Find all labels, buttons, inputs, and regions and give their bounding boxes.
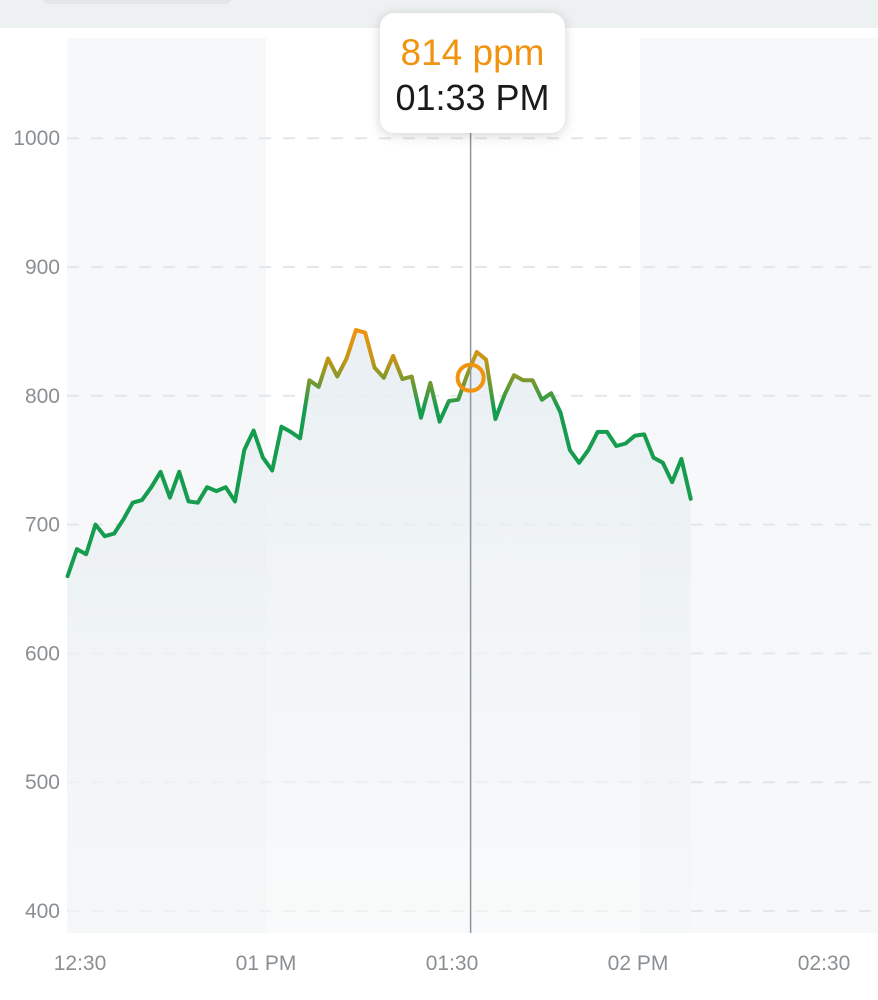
tooltip-time: 01:33 PM — [395, 77, 550, 118]
y-tick-label: 400 — [25, 900, 60, 923]
area-fill — [67, 330, 691, 934]
range-selector-pill[interactable] — [42, 0, 232, 4]
y-tick-label: 800 — [25, 385, 60, 408]
x-tick-label: 01 PM — [236, 952, 297, 975]
tooltip: 814 ppm 01:33 PM — [380, 13, 565, 133]
x-tick-label: 02 PM — [608, 952, 669, 975]
y-tick-label: 900 — [25, 256, 60, 279]
y-tick-label: 600 — [25, 642, 60, 665]
x-tick-label: 12:30 — [54, 952, 107, 975]
x-tick-label: 01:30 — [426, 952, 479, 975]
highlight-marker[interactable] — [455, 362, 486, 393]
tooltip-value: 814 ppm — [400, 32, 545, 73]
co2-series-line — [65, 328, 693, 579]
y-tick-label: 500 — [25, 771, 60, 794]
y-tick-label: 1000 — [13, 127, 60, 150]
y-tick-label: 700 — [25, 514, 60, 537]
x-tick-label: 02:30 — [798, 952, 851, 975]
